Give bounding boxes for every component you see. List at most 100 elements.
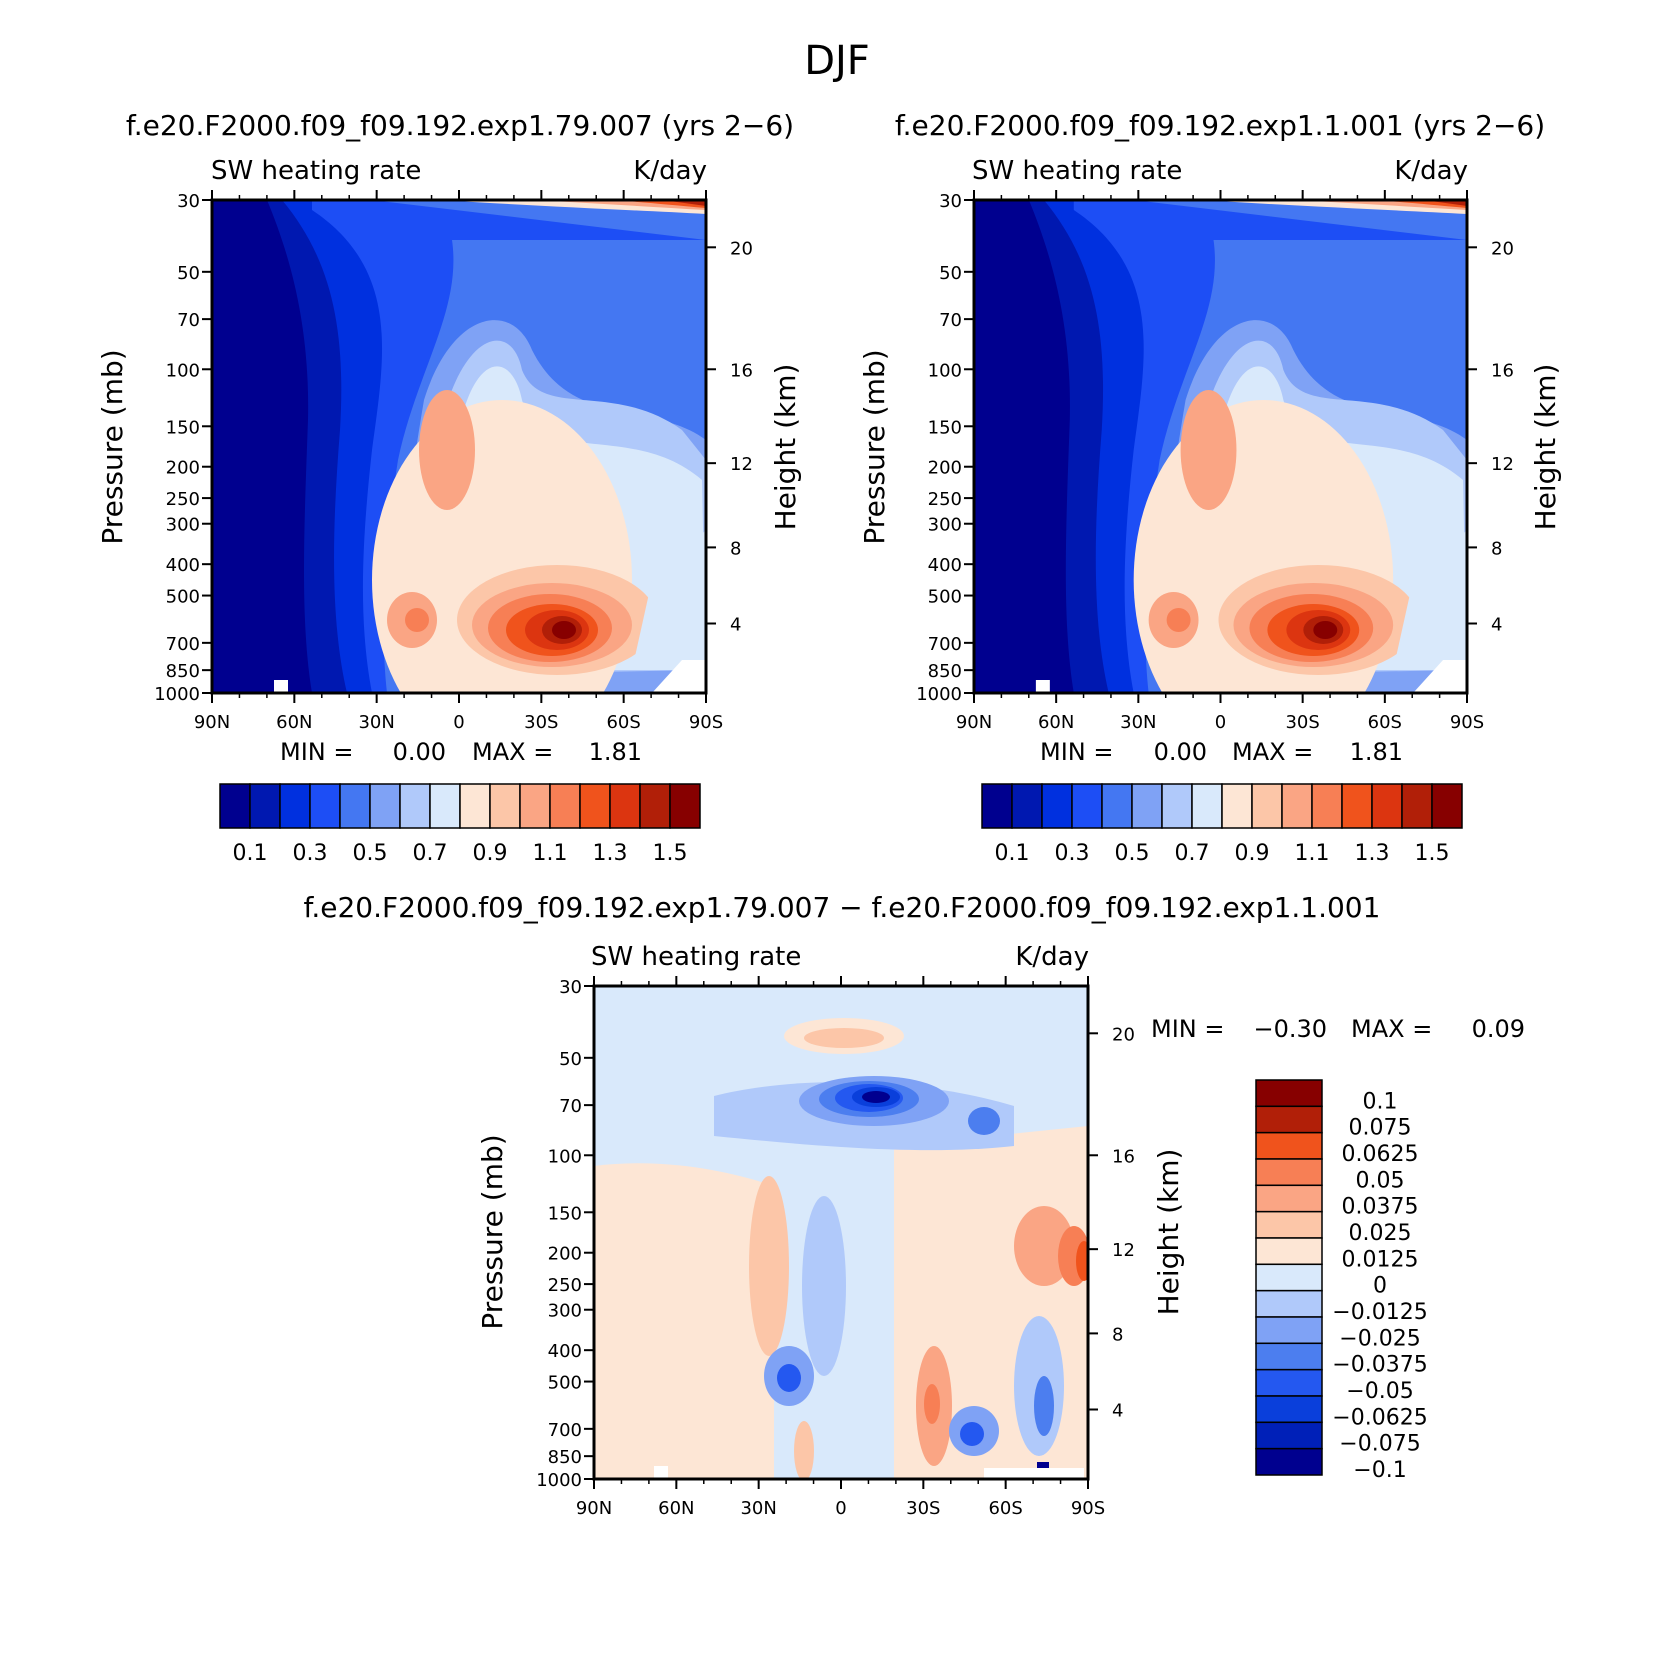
- x-tick-label: 60S: [1368, 712, 1402, 733]
- y-tick-label: 500: [166, 587, 200, 608]
- colorbar-label: 0.3: [1055, 841, 1090, 866]
- y-tick-label: 850: [548, 1447, 582, 1468]
- colorbar-swatch: [1255, 1263, 1323, 1292]
- colorbar-swatch: [249, 783, 281, 829]
- contour-missing-2: [1035, 680, 1050, 693]
- panel-diff: f.e20.F2000.f09_f09.192.exp1.79.007 − f.…: [304, 891, 1525, 1519]
- plot-area-left: [212, 200, 706, 693]
- colorbar-swatch: [429, 783, 461, 829]
- y2-tick-label: 12: [1112, 1240, 1135, 1261]
- x-tick-label: 30N: [358, 712, 394, 733]
- panel-diff-max-label: MAX =: [1351, 1015, 1432, 1043]
- y-tick-label: 700: [548, 1420, 582, 1441]
- y-tick-label: 400: [928, 555, 962, 576]
- panel-right-max-label: MAX =: [1232, 738, 1313, 766]
- contour-missing-1: [1413, 660, 1467, 693]
- y2-tick-label: 4: [730, 615, 741, 636]
- colorbar-swatch: [339, 783, 371, 829]
- colorbar-swatch: [639, 783, 671, 829]
- y2-tick-label: 4: [1112, 1401, 1123, 1422]
- y-tick-label: 250: [166, 489, 200, 510]
- panel-left-max-label: MAX =: [472, 738, 553, 766]
- colorbar-label: −0.0125: [1332, 1300, 1427, 1325]
- y-tick-label: 50: [177, 263, 200, 284]
- colorbar-swatch: [1131, 783, 1163, 829]
- panel-diff-label-left: SW heating rate: [591, 942, 801, 972]
- panel-left-y-axis-label: Pressure (mb): [96, 349, 129, 544]
- contour-missing-2: [274, 680, 288, 693]
- y-tick-label: 30: [939, 191, 962, 212]
- colorbar-swatch: [1431, 783, 1463, 829]
- colorbar-swatch: [1255, 1316, 1323, 1345]
- panel-diff-min-value: −0.30: [1253, 1015, 1327, 1043]
- y-tick-label: 1000: [154, 684, 200, 705]
- y-tick-label: 150: [548, 1203, 582, 1224]
- panel-left-title: f.e20.F2000.f09_f09.192.exp1.79.007 (yrs…: [126, 109, 794, 142]
- contour-cool-6: [862, 1091, 890, 1103]
- colorbar-swatch: [669, 783, 701, 829]
- y2-tick-label: 8: [1491, 538, 1502, 559]
- panel-left: f.e20.F2000.f09_f09.192.exp1.79.007 (yrs…: [96, 109, 802, 866]
- x-tick-label: 60N: [658, 1498, 694, 1519]
- colorbar-label: 1.3: [1355, 841, 1390, 866]
- panel-right: f.e20.F2000.f09_f09.192.exp1.1.001 (yrs …: [858, 109, 1562, 866]
- panel-left-min-value: 0.00: [393, 738, 446, 766]
- panel-diff-min-label: MIN =: [1151, 1015, 1224, 1043]
- contour-field: [212, 200, 706, 693]
- y-tick-label: 70: [939, 310, 962, 331]
- colorbar-label: 0.1: [233, 841, 268, 866]
- y-tick-label: 850: [166, 661, 200, 682]
- colorbar-swatch: [1161, 783, 1193, 829]
- plot-area-right: [974, 200, 1467, 693]
- plot-area-diff: [594, 986, 1088, 1479]
- y-tick-label: 200: [166, 458, 200, 479]
- y-tick-label: 30: [177, 191, 200, 212]
- colorbar-label: 1.5: [653, 841, 688, 866]
- colorbar-label: −0.0375: [1332, 1353, 1427, 1378]
- y-tick-label: 1000: [536, 1470, 582, 1491]
- x-tick-label: 30S: [906, 1498, 940, 1519]
- y-tick-label: 400: [548, 1341, 582, 1362]
- colorbar-swatch: [1255, 1079, 1323, 1108]
- contour-warm-2: [419, 390, 475, 510]
- colorbar-swatch: [1221, 783, 1253, 829]
- y2-tick-label: 16: [730, 360, 753, 381]
- colorbar-label: 0.0625: [1342, 1142, 1419, 1167]
- colorbar-swatch: [1255, 1368, 1323, 1397]
- colorbar-label: −0.1: [1353, 1458, 1406, 1483]
- colorbar-swatch: [1255, 1342, 1323, 1371]
- colorbar-label: 0.7: [1175, 841, 1210, 866]
- colorbar-swatch: [1255, 1158, 1323, 1187]
- colorbar-swatch: [1401, 783, 1433, 829]
- x-tick-label: 90N: [956, 712, 992, 733]
- axes-diff: 305070100150200250300400500700850100090N…: [536, 976, 1135, 1519]
- y2-tick-label: 12: [730, 454, 753, 475]
- panel-right-label-left: SW heating rate: [972, 156, 1182, 186]
- y-tick-label: 70: [559, 1096, 582, 1117]
- colorbar-label: −0.05: [1346, 1379, 1413, 1404]
- colorbar-swatch: [549, 783, 581, 829]
- colorbar-swatch: [1255, 1210, 1323, 1239]
- contour-cool-15: [1037, 1462, 1049, 1472]
- x-tick-label: 90N: [576, 1498, 612, 1519]
- x-tick-label: 30N: [740, 1498, 776, 1519]
- x-tick-label: 90N: [194, 712, 230, 733]
- panel-right-min-label: MIN =: [1040, 738, 1113, 766]
- contour-missing-2: [984, 1468, 1084, 1479]
- y-tick-label: 400: [166, 555, 200, 576]
- colorbar-swatch: [459, 783, 491, 829]
- y-tick-label: 1000: [916, 684, 962, 705]
- colorbar-label: 0.3: [293, 841, 328, 866]
- colorbar-label: 0.1: [995, 841, 1030, 866]
- contour-max-7: [1313, 621, 1338, 639]
- axes-left: 305070100150200250300400500700850100090N…: [154, 190, 753, 733]
- panel-right-min-value: 0.00: [1154, 738, 1207, 766]
- colorbar-swatch: [309, 783, 341, 829]
- colorbar-label: 1.3: [593, 841, 628, 866]
- colorbar-label: 0.025: [1349, 1221, 1412, 1246]
- x-tick-label: 60N: [276, 712, 312, 733]
- panel-diff-y-axis-label: Pressure (mb): [476, 1134, 509, 1329]
- contour-warm-a: [749, 1176, 789, 1356]
- y2-tick-label: 20: [1491, 238, 1514, 259]
- x-tick-label: 60S: [606, 712, 640, 733]
